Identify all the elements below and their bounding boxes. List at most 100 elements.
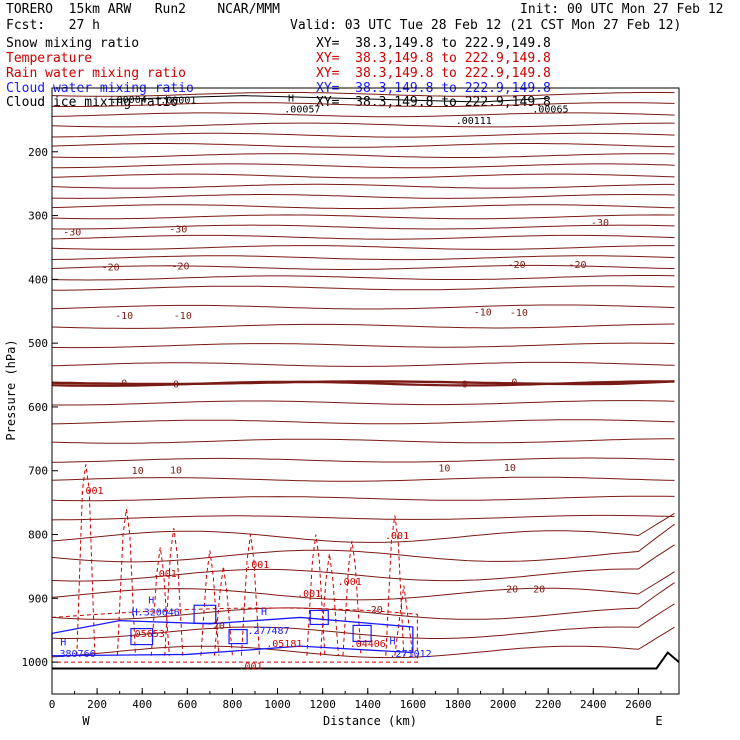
y-tick-label: 200 (28, 146, 48, 159)
isotherm-lines (51, 92, 675, 659)
x-tick-label: 600 (177, 698, 197, 711)
isotherm-line (51, 153, 675, 158)
cloud-water-label: H (148, 596, 154, 607)
isotherm-label: -20 (568, 260, 586, 271)
x-tick-label: 2200 (535, 698, 562, 711)
ice-label: .00057 (284, 104, 320, 115)
forecast-hour: Fcst: 27 h (6, 18, 100, 33)
rain-contour (240, 534, 260, 656)
isotherm-label: -30 (591, 218, 609, 229)
isotherm-label: 0 (462, 379, 468, 390)
rain-contour (394, 585, 414, 656)
y-axis-label: Pressure (hPa) (4, 339, 18, 440)
cloud-water-contours (51, 604, 414, 657)
isotherm-line (51, 523, 675, 563)
isotherm-line (51, 544, 675, 582)
isotherm-line (51, 224, 675, 230)
terrain-surface (52, 651, 680, 670)
cloud-water-label: H (60, 638, 66, 649)
cloud-water-label: .380766 (53, 649, 95, 660)
x-tick-label: 1400 (355, 698, 382, 711)
rain-contours (51, 464, 418, 663)
isotherm-label: 20 (506, 585, 518, 596)
isotherm-label: 0 (511, 377, 517, 388)
plot-border (51, 87, 680, 695)
y-tick-label: 1000 (22, 656, 49, 669)
east-endpoint-label: E (655, 714, 662, 728)
isotherm-label: -30 (63, 228, 81, 239)
valid-time: Valid: 03 UTC Tue 28 Feb 12 (21 CST Mon … (290, 18, 682, 33)
x-tick-label: 2600 (625, 698, 652, 711)
isotherm-label: 10 (438, 464, 450, 475)
isotherm-line (51, 438, 675, 444)
y-tick-label: 300 (28, 210, 48, 223)
isotherm-label: -20 (172, 261, 190, 272)
isotherm-line (52, 163, 675, 169)
y-tick-label: 800 (28, 529, 48, 542)
y-tick-label: 700 (28, 465, 48, 478)
x-tick-label: 2400 (580, 698, 607, 711)
ice-label: .00004 (111, 95, 147, 106)
rain-label: .04406 (350, 639, 386, 650)
field-name-rain: Rain water mixing ratio (6, 66, 187, 81)
rain-contour (319, 553, 339, 656)
x-tick-label: 1000 (264, 698, 291, 711)
isotherm-line (51, 457, 675, 463)
rain-contour (150, 547, 170, 656)
isotherm-line (51, 342, 675, 349)
rain-label: .001 (338, 577, 362, 588)
x-tick-label: 1600 (400, 698, 427, 711)
isotherm-line (51, 512, 675, 543)
cloud-water-label: H.320646 (132, 608, 180, 619)
y-tick-label: 900 (28, 592, 48, 605)
x-tick-label: 200 (87, 698, 107, 711)
isotherm-line (51, 173, 675, 179)
isotherm-line (51, 582, 675, 620)
isotherm-line (51, 245, 675, 250)
isotherm-line (51, 603, 675, 639)
isotherm-line (51, 112, 675, 118)
field-xy-rain: XY= 38.3,149.8 to 222.9,149.8 (316, 66, 551, 81)
x-tick-label: 1800 (445, 698, 472, 711)
isotherm-label: 10 (170, 465, 182, 476)
y-tick-label: 400 (28, 273, 48, 286)
model-title: TORERO 15km ARW Run2 NCAR/MMM (6, 2, 280, 17)
rain-contour (200, 550, 220, 656)
isotherm-line (51, 514, 675, 521)
isotherm-label: -10 (174, 311, 192, 322)
isotherm-line (52, 285, 675, 291)
isotherm-label: 10 (132, 466, 144, 477)
ice-label: .00065 (532, 104, 568, 115)
rain-label: .001 (153, 569, 177, 580)
isotherm-line (51, 92, 675, 97)
isotherm-line (51, 204, 675, 210)
isotherm-line (51, 122, 675, 128)
isotherm-line (51, 626, 675, 659)
ice-contour (108, 95, 549, 103)
y-tick-label: 500 (28, 337, 48, 350)
rain-contour (51, 607, 418, 663)
rain-label: .001 (297, 589, 321, 600)
isotherm-line (52, 400, 675, 406)
isotherm-line (51, 234, 675, 240)
init-time: Init: 00 UTC Mon 27 Feb 12 (520, 2, 724, 17)
x-tick-label: 1200 (309, 698, 336, 711)
rain-contour (213, 566, 233, 656)
ice-label: .00111 (456, 116, 492, 127)
cloud-water-cell (228, 628, 248, 645)
west-endpoint-label: W (82, 714, 90, 728)
isotherm-line (51, 143, 675, 148)
cloud-water-label: H (390, 636, 396, 647)
rain-label: .001 (385, 531, 409, 542)
rain-contour (306, 534, 326, 656)
isotherm-label: 10 (504, 463, 516, 474)
isotherm-line (51, 102, 675, 107)
isotherm-line (51, 476, 675, 482)
rain-label: .05181 (266, 639, 302, 650)
isotherm-line (51, 183, 675, 189)
isotherm-line (51, 495, 675, 502)
y-tick-label: 600 (28, 401, 48, 414)
contour-labels: -30 -30 -30 -20 -20 -20 -20 -10 -10 -10 -10 0 0 0 0 10 1… (53, 94, 609, 673)
ice-label: .00001 (160, 95, 196, 106)
terrain-line (52, 651, 680, 670)
